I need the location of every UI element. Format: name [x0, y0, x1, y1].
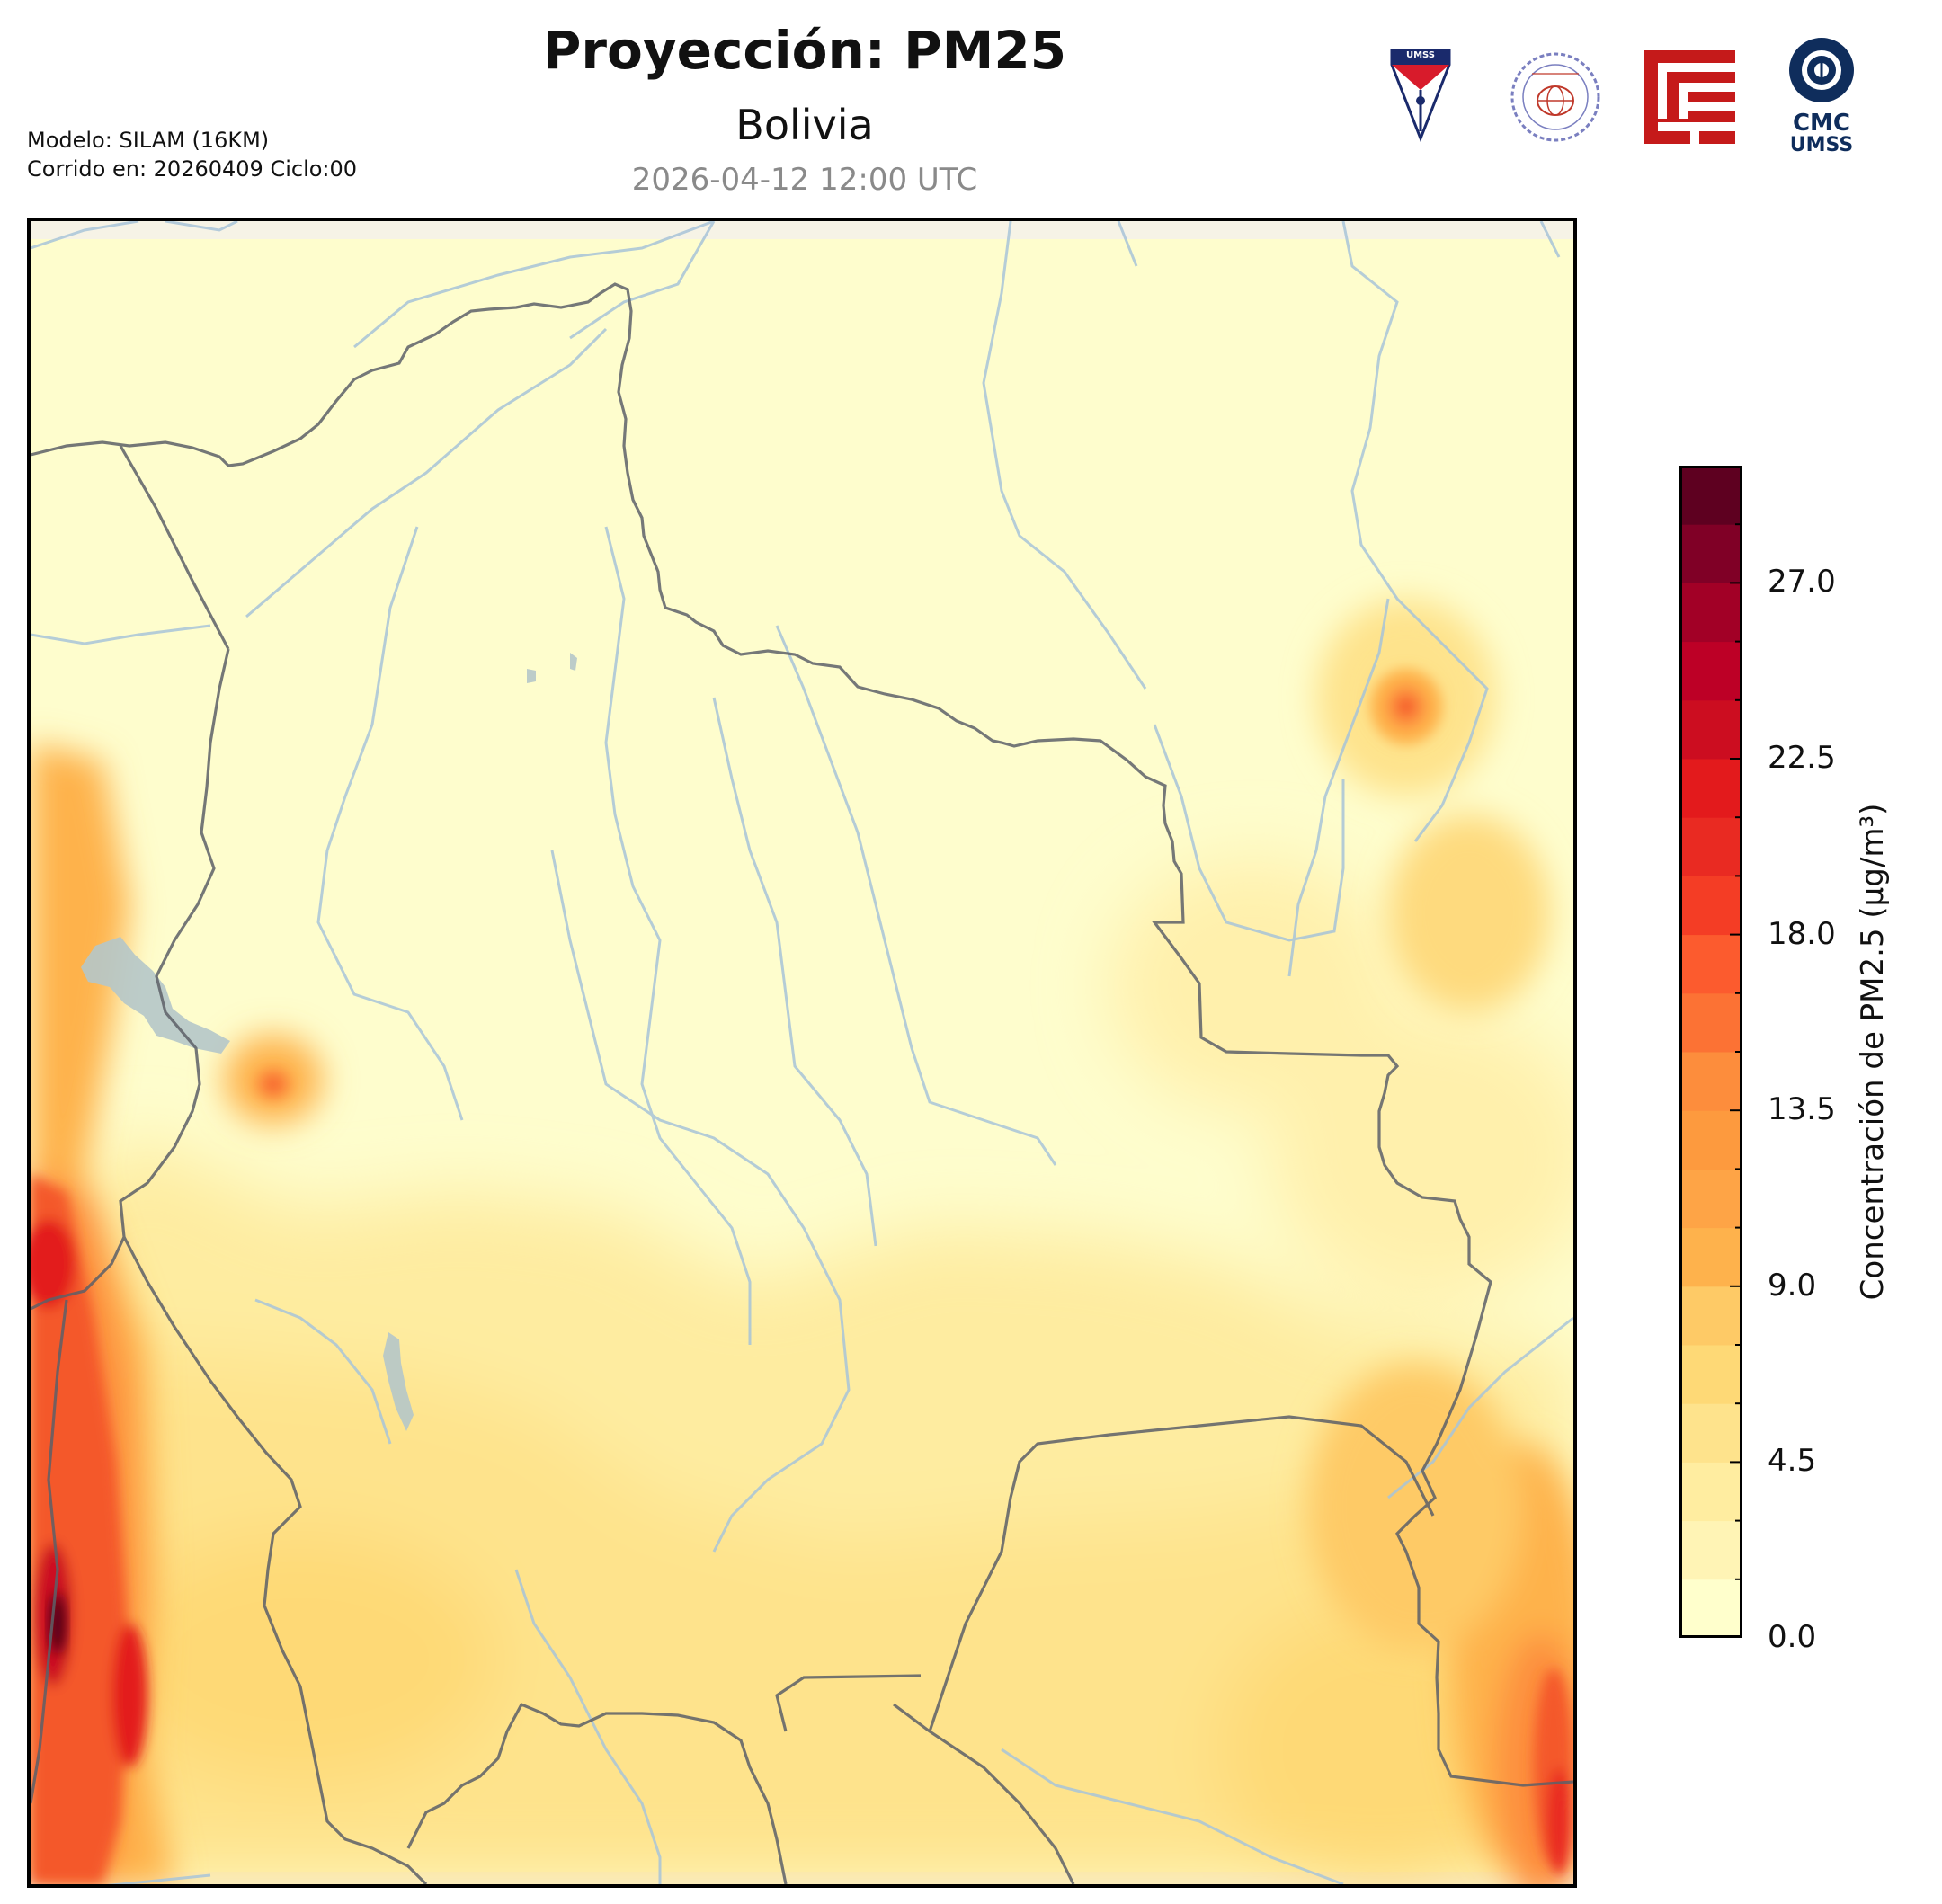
- pm25-field-east-core: [1370, 669, 1573, 1875]
- colorbar-tick-label: 18.0: [1768, 915, 1836, 952]
- colorbar-band: [1679, 817, 1742, 876]
- colorbar-band: [1679, 1403, 1742, 1463]
- colorbar-tick-labels: 0.0 4.5 9.0 13.5 18.0 22.5 27.0: [1768, 466, 1866, 1655]
- colorbar-band: [1679, 1579, 1742, 1639]
- lakes: [81, 653, 577, 1431]
- colorbar-band: [1679, 759, 1742, 818]
- colorbar-svg: [1679, 465, 1742, 1639]
- colorbar-band: [1679, 466, 1742, 525]
- colorbar-tick-label: 22.5: [1768, 740, 1836, 776]
- model-info: Modelo: SILAM (16KM): [27, 128, 270, 153]
- rivers: [31, 221, 1573, 1884]
- colorbar-band: [1679, 1169, 1742, 1229]
- page-title: Proyección: PM25: [542, 20, 1067, 81]
- umss-shield-logo: UMSS: [1385, 45, 1456, 146]
- colorbar-band: [1679, 583, 1742, 643]
- colorbar-tick-label: 0.0: [1768, 1619, 1817, 1655]
- colorbar-band: [1679, 524, 1742, 583]
- pm25-concentration-map: [27, 218, 1577, 1888]
- colorbar-tick-label: 13.5: [1768, 1091, 1836, 1128]
- colorbar-bands: [1679, 466, 1742, 1639]
- colorbar-band: [1679, 1286, 1742, 1346]
- faculty-emblem-logo: [1644, 50, 1735, 144]
- cmc-logo-line2: UMSS: [1789, 134, 1854, 156]
- colorbar-band: [1679, 1052, 1742, 1111]
- colorbar-band: [1679, 1227, 1742, 1287]
- run-info: Corrido en: 20260409 Ciclo:00: [27, 156, 358, 182]
- cmc-logo-line1: CMC: [1792, 110, 1851, 137]
- colorbar-band: [1679, 876, 1742, 936]
- colorbar-tick-label: 4.5: [1768, 1443, 1817, 1480]
- colorbar-band: [1679, 1462, 1742, 1522]
- colorbar: [1679, 465, 1742, 1639]
- colorbar-band: [1679, 934, 1742, 994]
- map-top-margin: [31, 221, 1573, 239]
- pm25-field-west-core: [31, 1068, 291, 1884]
- region-subtitle: Bolivia: [735, 101, 874, 149]
- fisica-department-seal: [1507, 47, 1604, 147]
- colorbar-tick-label: 9.0: [1768, 1267, 1817, 1303]
- colorbar-band: [1679, 992, 1742, 1053]
- colorbar-band: [1679, 1345, 1742, 1404]
- colorbar-band: [1679, 699, 1742, 760]
- colorbar-tick-label: 27.0: [1768, 564, 1836, 601]
- colorbar-band: [1679, 1110, 1742, 1170]
- country-borders: [31, 282, 1573, 1884]
- colorbar-band: [1679, 1520, 1742, 1580]
- map-canvas: [31, 221, 1573, 1884]
- umss-logo-text: UMSS: [1405, 50, 1436, 60]
- forecast-datetime: 2026-04-12 12:00 UTC: [631, 162, 978, 198]
- colorbar-label: Concentración de PM2.5 (µg/m³): [1855, 803, 1891, 1301]
- cmc-umss-logo: CMC UMSS: [1786, 36, 1857, 156]
- colorbar-band: [1679, 641, 1742, 701]
